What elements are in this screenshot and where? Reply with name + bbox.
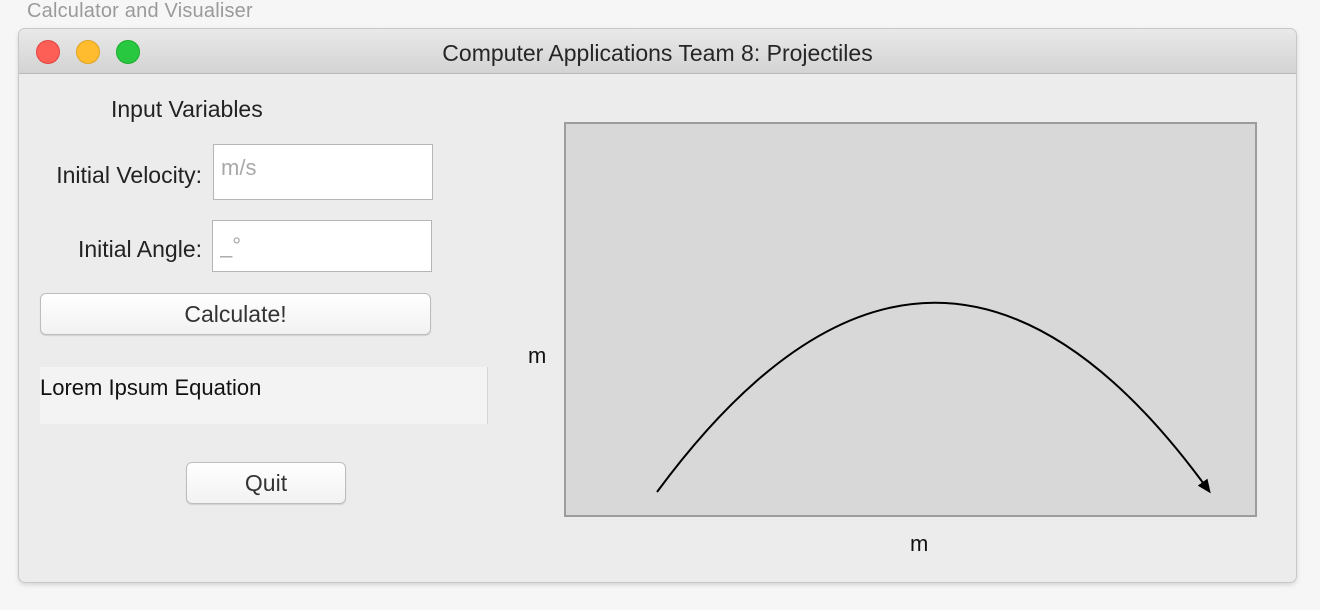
close-window-button[interactable] (36, 40, 60, 64)
initial-angle-input[interactable] (212, 220, 432, 272)
zoom-window-button[interactable] (116, 40, 140, 64)
calculate-button[interactable]: Calculate! (40, 293, 431, 335)
title-bar[interactable]: Computer Applications Team 8: Projectile… (19, 29, 1296, 74)
window-title: Computer Applications Team 8: Projectile… (442, 40, 873, 66)
minimize-window-button[interactable] (76, 40, 100, 64)
x-axis-label: m (910, 531, 929, 556)
equation-display: Lorem Ipsum Equation (40, 367, 488, 424)
trajectory-plot (564, 122, 1257, 517)
input-variables-heading: Input Variables (111, 96, 263, 122)
trajectory-canvas (656, 301, 1211, 494)
initial-velocity-label: Initial Velocity: (56, 162, 202, 188)
y-axis-label: m (528, 343, 547, 368)
main-window: Computer Applications Team 8: Projectile… (19, 29, 1296, 582)
app-caption: Calculator and Visualiser (27, 0, 253, 22)
initial-velocity-input[interactable] (213, 144, 433, 200)
quit-button[interactable]: Quit (186, 462, 346, 504)
initial-angle-label: Initial Angle: (77, 236, 202, 262)
trajectory-curve (656, 301, 1211, 494)
